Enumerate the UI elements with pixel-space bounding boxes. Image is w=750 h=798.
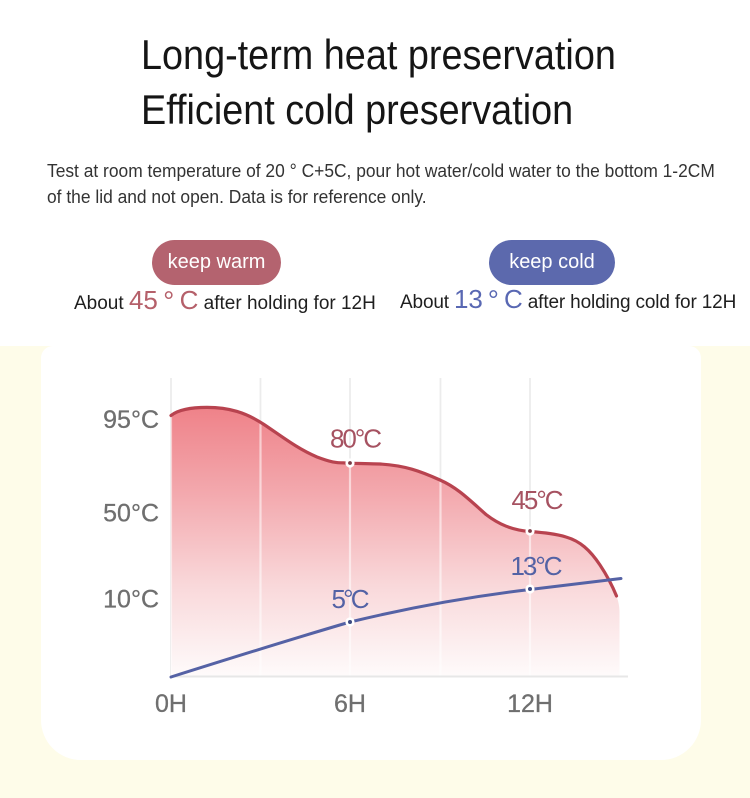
svg-text:5°C: 5°C [332, 584, 370, 614]
svg-text:80°C: 80°C [330, 424, 382, 454]
svg-text:0H: 0H [155, 690, 187, 718]
svg-text:6H: 6H [334, 690, 366, 718]
svg-text:45°C: 45°C [512, 485, 564, 515]
svg-text:12H: 12H [507, 690, 553, 718]
svg-text:95°C: 95°C [103, 406, 159, 434]
svg-text:10°C: 10°C [103, 586, 159, 614]
svg-text:13°C: 13°C [511, 551, 563, 581]
svg-text:50°C: 50°C [103, 500, 159, 528]
